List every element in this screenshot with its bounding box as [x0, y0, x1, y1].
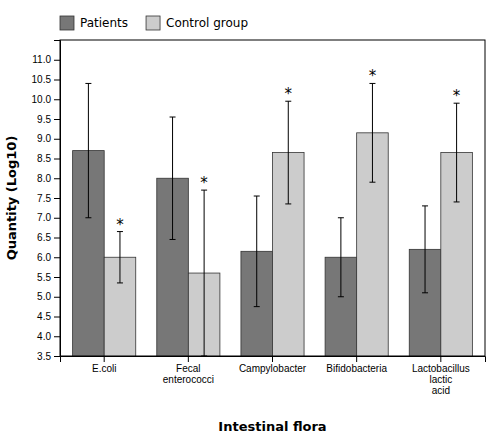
tick-mark: [54, 159, 60, 160]
tick: 5.5: [37, 272, 60, 283]
tick-mark: [54, 336, 60, 337]
y-axis-title: Quantity (Log10): [4, 136, 19, 261]
tick-mark: [440, 356, 441, 362]
axis-line: [54, 41, 61, 357]
tick-label: E.coli: [92, 363, 116, 374]
tick: Lactobacilluslacticacid: [412, 356, 470, 396]
tick-mark: [54, 218, 60, 219]
tick: Campylobacter: [239, 356, 307, 374]
tick-label: 11.0: [32, 54, 51, 65]
tick-mark: [54, 80, 60, 81]
tick: 7.0: [37, 212, 60, 223]
error-bar: [201, 190, 207, 356]
tick-label: 6.0: [37, 252, 51, 263]
tick: 4.0: [37, 331, 60, 342]
tick-mark: [54, 277, 60, 278]
tick: 5.0: [37, 291, 60, 302]
annotation: *: [369, 67, 377, 85]
error-bar: [338, 218, 344, 297]
tick-label: 10.5: [32, 74, 52, 85]
x-axis: E.coli Fecalenterococci Campylobacter Bifid…: [61, 356, 486, 396]
tick: 10.0: [32, 94, 60, 105]
tick: 8.0: [37, 173, 60, 184]
chart: * * * * * 3.5 4.0 4.5 5.0 5.5 6.0 6.5 7.0 7.5 8.0 8.5 9.…: [0, 0, 500, 441]
plot: * * * * * 3.5 4.0 4.5 5.0 5.5 6.0 6.5 7.0 7.5 8.0 8.5 9.…: [32, 40, 486, 441]
tick-label: 8.5: [37, 153, 51, 164]
tick-mark: [54, 198, 60, 199]
tick-label: 10.0: [32, 94, 52, 105]
tick: Bifidobacteria: [326, 356, 387, 374]
legend-item: Patients: [60, 16, 128, 30]
tick-label: 5.0: [37, 291, 51, 302]
annotation: *: [453, 87, 461, 105]
y-axis: 3.5 4.0 4.5 5.0 5.5 6.0 6.5 7.0 7.5 8.0 8.5 9.0 9.5 1…: [32, 41, 61, 362]
error-bar: [85, 83, 91, 217]
tick-mark: [54, 99, 60, 100]
marks: [73, 83, 473, 356]
axis-line: [61, 357, 486, 363]
tick-label: 3.5: [37, 351, 51, 362]
tick-label: 4.5: [37, 311, 51, 322]
error-bar: [170, 117, 176, 239]
tick-mark: [54, 297, 60, 298]
tick: 9.0: [37, 133, 60, 144]
tick-mark: [54, 178, 60, 179]
tick: 11.0: [32, 54, 60, 65]
tick: 3.5: [37, 351, 60, 362]
annotation: *: [200, 174, 208, 192]
tick: 7.5: [37, 193, 60, 204]
series: [104, 83, 472, 356]
tick-label: Campylobacter: [239, 363, 307, 374]
annotation: *: [116, 216, 124, 234]
error-bar: [369, 83, 375, 182]
legend-swatch: [146, 16, 160, 30]
tick-label: 7.5: [37, 193, 51, 204]
tick-label: Lactobacilluslacticacid: [412, 363, 470, 396]
tick-mark: [54, 356, 60, 357]
series: [73, 83, 441, 356]
tick: 6.0: [37, 252, 60, 263]
tick: E.coli: [92, 356, 116, 374]
tick: 8.5: [37, 153, 60, 164]
tick-mark: [356, 356, 357, 362]
error-bar: [422, 206, 428, 293]
tick: 9.5: [37, 114, 60, 125]
tick-label: 7.0: [37, 212, 51, 223]
legend-item: Control group: [146, 16, 248, 30]
tick-label: Fecalenterococci: [163, 363, 214, 385]
tick-label: 4.0: [37, 331, 51, 342]
legend-label: Patients: [80, 16, 128, 30]
tick-mark: [54, 317, 60, 318]
tick-mark: [272, 356, 273, 362]
tick-mark: [54, 119, 60, 120]
legend-label: Control group: [166, 16, 248, 30]
tick-label: 9.0: [37, 133, 51, 144]
tick-mark: [54, 257, 60, 258]
tick-mark: [54, 238, 60, 239]
x-axis-title: Intestinal flora: [218, 419, 326, 434]
legend-swatch: [60, 16, 74, 30]
error-bar: [254, 196, 260, 307]
tick: 6.5: [37, 232, 60, 243]
error-bar: [285, 101, 291, 204]
error-bar: [117, 232, 123, 283]
tick: 10.5: [32, 74, 60, 85]
tick-label: Bifidobacteria: [326, 363, 387, 374]
tick-mark: [54, 60, 60, 61]
tick-mark: [188, 356, 189, 362]
tick: Fecalenterococci: [163, 356, 214, 385]
tick-label: 9.5: [37, 114, 51, 125]
error-bar: [454, 103, 460, 202]
annotations: * * * * *: [116, 67, 461, 233]
tick-label: 8.0: [37, 173, 51, 184]
tick-label: 6.5: [37, 232, 51, 243]
tick-mark: [104, 356, 105, 362]
tick-label: 5.5: [37, 272, 51, 283]
legend: Patients Control group: [60, 16, 248, 30]
annotation: *: [285, 85, 293, 103]
tick-mark: [54, 139, 60, 140]
tick: 4.5: [37, 311, 60, 322]
plot-frame: [60, 40, 485, 356]
